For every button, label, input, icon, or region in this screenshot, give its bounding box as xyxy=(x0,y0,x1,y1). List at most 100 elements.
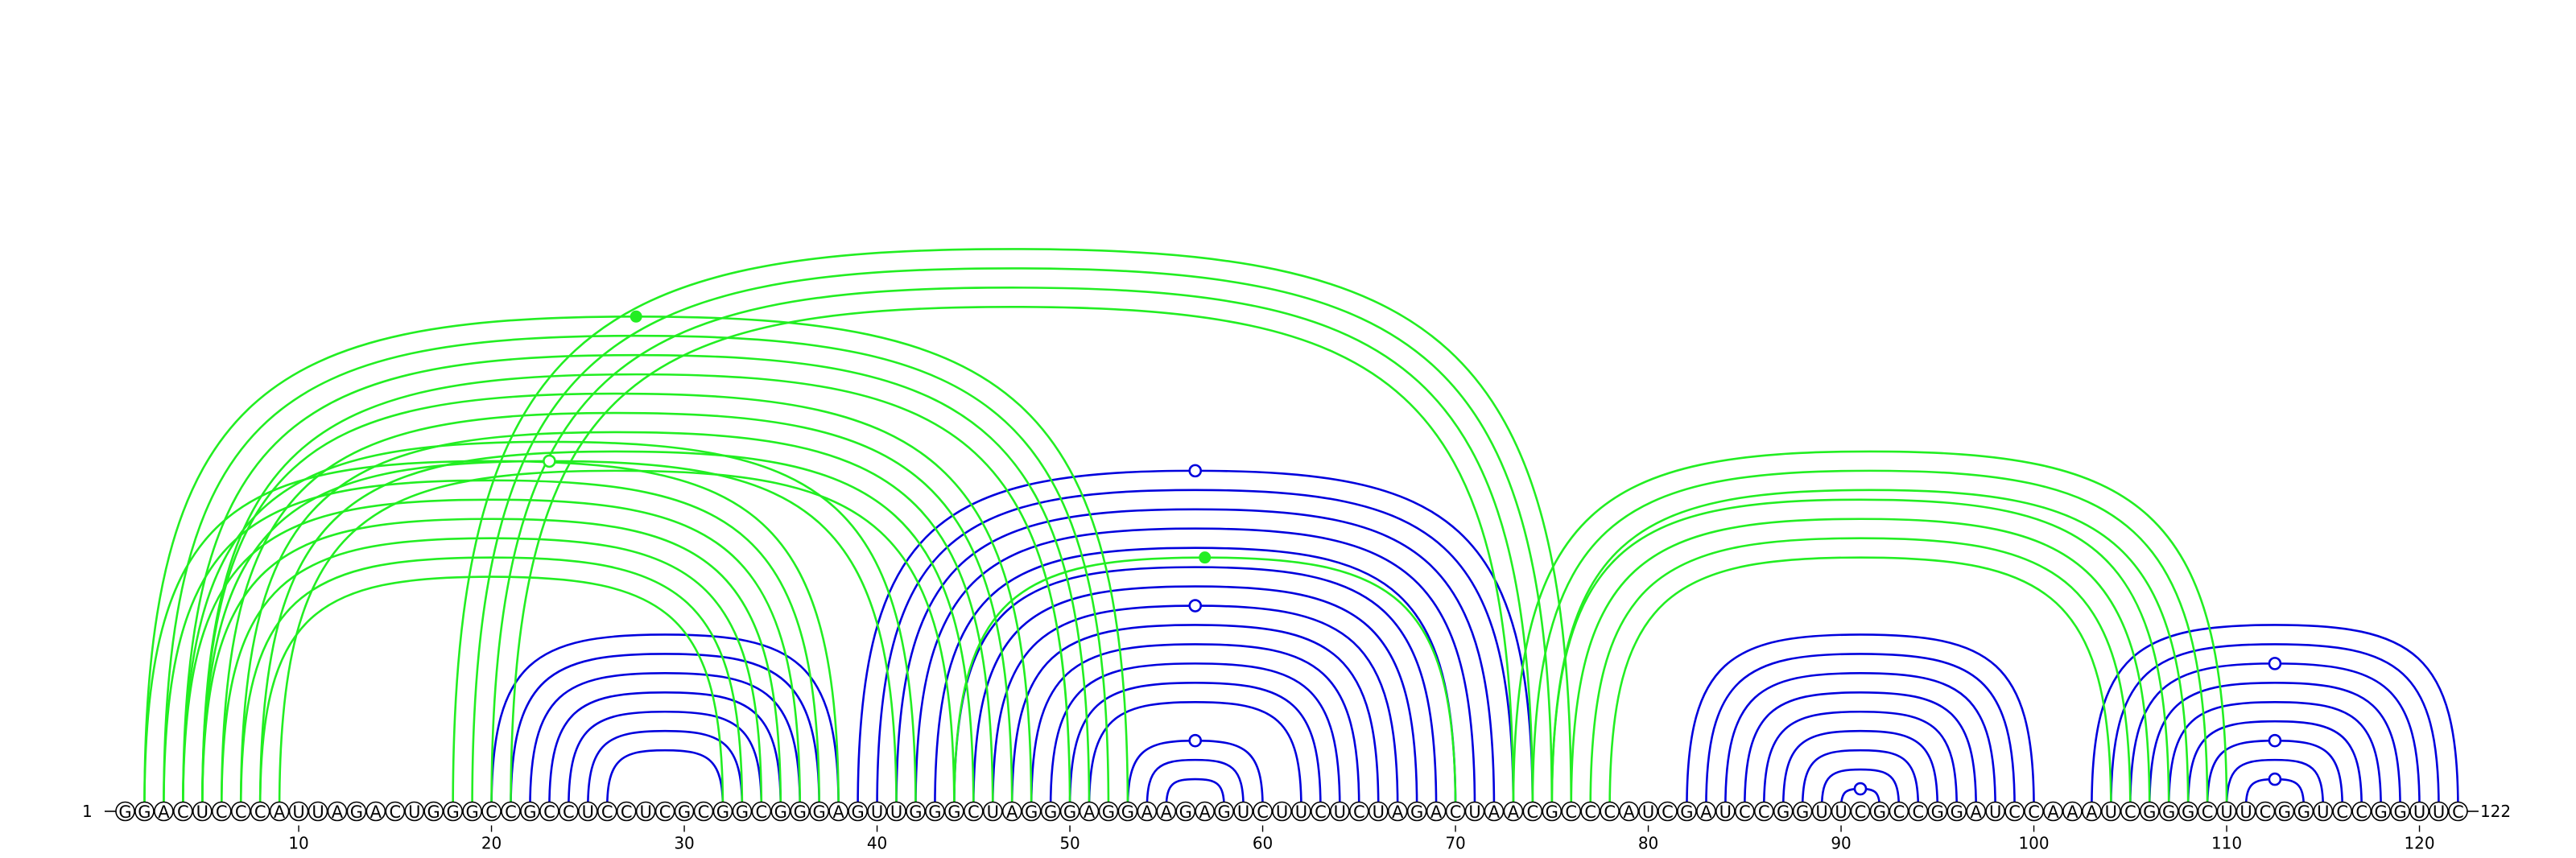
nucleotide-circle xyxy=(365,801,386,822)
nucleotide: G xyxy=(712,801,733,822)
nucleotide-letter: U xyxy=(987,802,999,822)
nucleotide: A xyxy=(1387,801,1408,822)
nucleotide: C xyxy=(501,801,521,822)
nucleotide-circle xyxy=(906,801,926,822)
nucleotide: G xyxy=(1214,801,1234,822)
tick-label: 50 xyxy=(1059,834,1080,853)
blue-arc-107-118 xyxy=(2167,700,2382,809)
nucleotide: G xyxy=(2390,801,2410,822)
nucleotide-circle xyxy=(1677,801,1697,822)
green-filled-marker-2-53 xyxy=(630,310,642,323)
nucleotide: G xyxy=(1098,801,1119,822)
nucleotide-letter: U xyxy=(2105,802,2117,822)
nucleotide: C xyxy=(616,801,637,822)
nucleotide: U xyxy=(1368,801,1389,822)
nucleotide-letter: C xyxy=(2260,802,2272,822)
blue-arc-40-73 xyxy=(876,489,1515,809)
nucleotide-letter: U xyxy=(196,802,208,822)
nucleotide: U xyxy=(288,801,309,822)
tick-label: 110 xyxy=(2211,834,2242,853)
blue-arc-41-72 xyxy=(895,508,1496,809)
nucleotide-circle xyxy=(712,801,733,822)
nucleotide-letter: U xyxy=(639,802,651,822)
nucleotide-circle xyxy=(1522,801,1543,822)
nucleotide-circle xyxy=(2409,801,2429,822)
nucleotide-letter: G xyxy=(851,802,864,822)
nucleotide: U xyxy=(1811,801,1832,822)
blue-arc-20-38 xyxy=(490,633,840,809)
nucleotide-letter: U xyxy=(1276,802,1288,822)
blue-arc-84-98 xyxy=(1724,672,1996,809)
nucleotide: U xyxy=(577,801,598,822)
nucleotide-circle xyxy=(654,801,675,822)
green-arc-6-47 xyxy=(220,411,1013,809)
nucleotide: G xyxy=(2139,801,2160,822)
nucleotide-letter: A xyxy=(1508,802,1520,822)
nucleotide-circle xyxy=(385,801,406,822)
nucleotide: G xyxy=(1946,801,1967,822)
green-arc-3-37 xyxy=(163,479,820,809)
nucleotide: G xyxy=(674,801,695,822)
nucleotide-circle xyxy=(982,801,1003,822)
nucleotide-circle xyxy=(751,801,772,822)
blue-open-marker-90-92 xyxy=(1853,782,1868,796)
green-arc-5-50 xyxy=(201,373,1071,809)
blue-arc-23-35 xyxy=(548,691,782,809)
nucleotide: G xyxy=(2158,801,2179,822)
nucleotide: C xyxy=(1522,801,1543,822)
nucleotide: G xyxy=(1792,801,1813,822)
nucleotide: C xyxy=(1908,801,1929,822)
nucleotide: G xyxy=(732,801,753,822)
nucleotide-letter: A xyxy=(2066,802,2079,822)
nucleotide: C xyxy=(1311,801,1331,822)
nucleotide-letter: U xyxy=(1295,802,1307,822)
nucleotide-circle xyxy=(462,801,482,822)
nucleotide-circle xyxy=(1195,801,1215,822)
nucleotide: G xyxy=(848,801,868,822)
nucleotide-letter: G xyxy=(1025,802,1038,822)
nucleotide-letter: C xyxy=(1527,802,1539,822)
nucleotide-circle xyxy=(1079,801,1100,822)
nucleotide: C xyxy=(693,801,714,822)
nucleotide-circle xyxy=(1311,801,1331,822)
nucleotide-circle xyxy=(1966,801,1986,822)
green-arc-5-35 xyxy=(201,518,782,809)
nucleotide-letter: U xyxy=(292,802,304,822)
nucleotide: U xyxy=(1233,801,1253,822)
nucleotide-letter: A xyxy=(1199,802,1212,822)
nucleotide-circle xyxy=(1387,801,1408,822)
nucleotide-circle xyxy=(2043,801,2063,822)
nucleotide: G xyxy=(1406,801,1427,822)
green-arc-20-74 xyxy=(490,287,1534,809)
nucleotide: G xyxy=(2178,801,2198,822)
blue-open-marker-46-67 xyxy=(1188,599,1203,613)
nucleotide-letter: G xyxy=(2143,802,2156,822)
nucleotide: U xyxy=(1291,801,1311,822)
nucleotide: C xyxy=(1753,801,1774,822)
nucleotide-letter: C xyxy=(1353,802,1365,822)
nucleotide-letter: C xyxy=(2336,802,2348,822)
nucleotide: A xyxy=(1001,801,1022,822)
blue-arc-42-71 xyxy=(914,527,1476,809)
blue-arc-89-93 xyxy=(1820,768,1901,809)
nucleotide-circle xyxy=(1156,801,1177,822)
nucleotide-circle xyxy=(2158,801,2179,822)
nucleotide-circle xyxy=(1908,801,1929,822)
nucleotide: G xyxy=(809,801,830,822)
nucleotide-letter: C xyxy=(543,802,555,822)
nucleotide: G xyxy=(1117,801,1138,822)
nucleotide-circle xyxy=(2274,801,2295,822)
nucleotide-letter: C xyxy=(1584,802,1596,822)
nucleotide-letter: C xyxy=(2028,802,2040,822)
nucleotide-circle xyxy=(308,801,328,822)
nucleotide: A xyxy=(1966,801,1986,822)
nucleotide-circle xyxy=(1368,801,1389,822)
blue-arc-83-99 xyxy=(1705,653,2016,809)
tick-label: 70 xyxy=(1445,834,1465,853)
nucleotide: U xyxy=(2409,801,2429,822)
nucleotide-letter: C xyxy=(1315,802,1327,822)
nucleotide-circle xyxy=(1464,801,1485,822)
nucleotide: C xyxy=(2448,801,2468,822)
nucleotide: C xyxy=(654,801,675,822)
nucleotide: G xyxy=(1059,801,1080,822)
